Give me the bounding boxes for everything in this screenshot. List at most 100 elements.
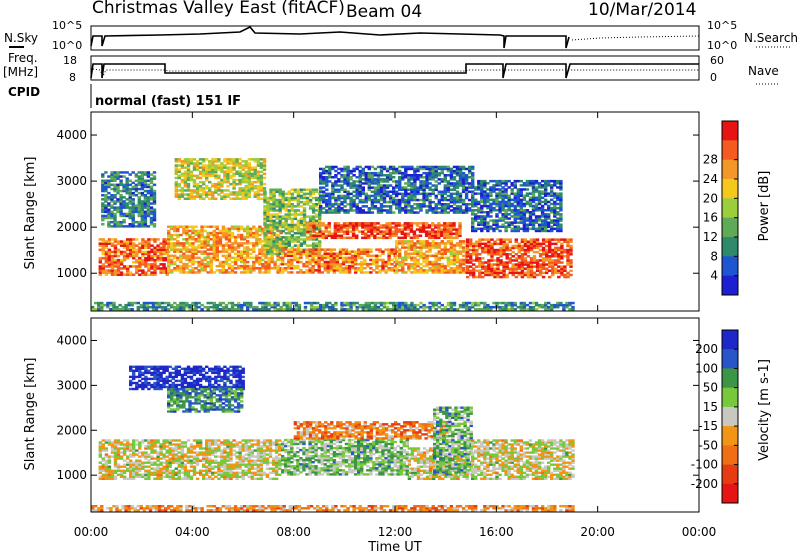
scatter-cell: [179, 242, 183, 245]
scatter-cell: [355, 205, 359, 208]
scatter-cell: [299, 238, 304, 241]
scatter-cell: [287, 217, 291, 220]
scatter-cell: [523, 257, 528, 260]
scatter-cell: [458, 230, 462, 233]
scatter-cell: [287, 190, 291, 193]
scatter-cell: [319, 176, 323, 179]
scatter-cell: [458, 246, 463, 249]
scatter-cell: [321, 234, 325, 237]
scatter-cell: [197, 262, 201, 266]
scatter-cell: [452, 200, 457, 204]
scatter-cell: [261, 264, 265, 268]
scatter-cell: [278, 192, 282, 196]
scatter-cell: [413, 267, 417, 270]
scatter-cell: [443, 180, 447, 183]
scatter-cell: [397, 222, 401, 225]
scatter-cell: [243, 229, 247, 233]
scatter-cell: [275, 242, 279, 245]
scatter-cell: [367, 194, 371, 198]
scatter-cell: [107, 261, 112, 264]
scatter-cell: [531, 182, 536, 185]
scatter-cell: [322, 186, 326, 189]
scatter-cell: [551, 263, 555, 266]
scatter-cell: [358, 222, 362, 225]
scatter-cell: [519, 184, 523, 187]
scatter-cell: [422, 203, 426, 206]
scatter-cell: [323, 269, 327, 272]
scatter-cell: [452, 188, 457, 191]
scatter-cell: [496, 273, 500, 277]
scatter-cell: [489, 209, 493, 212]
scatter-cell: [520, 273, 525, 277]
scatter-cell: [162, 252, 166, 256]
scatter-cell: [471, 165, 475, 169]
scatter-cell: [159, 252, 163, 256]
scatter-cell: [180, 172, 185, 176]
scatter-cell: [344, 248, 349, 251]
scatter-cell: [261, 227, 265, 231]
scatter-cell: [255, 258, 259, 262]
scatter-cell: [486, 192, 490, 195]
scatter-cell: [505, 246, 509, 250]
scatter-cell: [392, 192, 396, 196]
scatter-cell: [501, 194, 505, 197]
scatter-cell: [296, 271, 300, 274]
scatter-cell: [236, 252, 241, 255]
scatter-cell: [233, 225, 238, 228]
scatter-cell: [269, 223, 273, 227]
scatter-cell: [305, 244, 310, 247]
scatter-cell: [253, 172, 257, 176]
scatter-cell: [428, 200, 432, 204]
scatter-cell: [244, 195, 248, 198]
scatter-cell: [281, 223, 285, 227]
scatter-cell: [263, 234, 267, 237]
scatter-cell: [431, 267, 435, 270]
scatter-cell: [296, 213, 301, 216]
scatter-cell: [299, 260, 303, 264]
scatter-cell: [505, 275, 509, 279]
scatter-cell: [437, 192, 441, 196]
scatter-cell: [143, 214, 148, 218]
scatter-cell: [363, 260, 367, 264]
scatter-cell: [165, 248, 169, 252]
scatter-cell: [253, 195, 257, 198]
scatter-cell: [401, 171, 405, 175]
scatter-cell: [322, 178, 326, 181]
scatter-cell: [318, 244, 322, 247]
scatter-cell: [326, 264, 330, 268]
scatter-cell: [566, 261, 570, 264]
scatter-cell: [238, 178, 242, 182]
scatter-cell: [328, 180, 332, 183]
scatter-cell: [376, 171, 381, 175]
scatter-cell: [480, 215, 484, 218]
scatter-cell: [333, 222, 338, 225]
scatter-cell: [425, 258, 429, 262]
scatter-cell: [507, 198, 511, 202]
scatter-cell: [327, 224, 331, 227]
scatter-cell: [185, 271, 189, 274]
scatter-cell: [195, 162, 200, 165]
scatter-cell: [381, 260, 385, 264]
scatter-cell: [446, 188, 451, 191]
scatter-cell: [535, 238, 540, 241]
scatter-cell: [247, 174, 251, 178]
scatter-cell: [244, 160, 248, 163]
scatter-cell: [104, 242, 109, 245]
scatter-cell: [528, 179, 533, 183]
scatter-cell: [531, 192, 536, 195]
scatter-cell: [299, 269, 303, 272]
scatter-cell: [351, 228, 356, 231]
scatter-cell: [398, 182, 402, 185]
scatter-cell: [544, 186, 548, 189]
scatter-cell: [331, 205, 335, 208]
scatter-cell: [376, 207, 381, 210]
scatter-cell: [407, 209, 411, 212]
scatter-cell: [517, 257, 521, 260]
scatter-cell: [534, 182, 539, 185]
scatter-cell: [446, 222, 450, 225]
scatter-cell: [182, 238, 186, 241]
scatter-cell: [516, 217, 520, 220]
scatter-cell: [179, 244, 183, 247]
scatter-cell: [367, 230, 371, 233]
scatter-cell: [478, 269, 482, 272]
